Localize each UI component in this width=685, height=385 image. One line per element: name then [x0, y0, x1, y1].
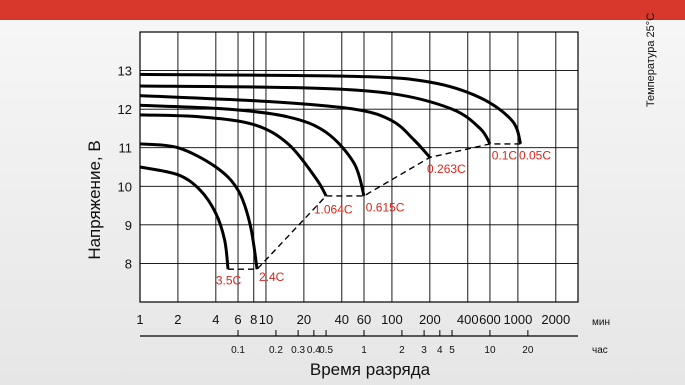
x-tick-label-hour: 0.1: [231, 345, 245, 356]
discharge-curve: [139, 94, 432, 159]
x-tick-label-min: 2: [174, 312, 181, 327]
x-tick-label-hour: 5: [449, 345, 455, 356]
rate-label: 2.4C: [259, 270, 285, 284]
x-tick-label-min: 4: [212, 312, 219, 327]
x-tick-label-hour: 10: [484, 345, 496, 356]
top-accent-bar: [0, 0, 685, 20]
x-tick-label-min: 8: [250, 312, 257, 327]
rate-label: 0.263C: [427, 162, 466, 176]
discharge-curve: [139, 103, 366, 197]
x-tick-label-min: 1: [136, 312, 143, 327]
temperature-note: Температура 25°С: [645, 13, 657, 107]
x-tick-label-min: 400: [457, 312, 479, 327]
x-tick-label-min: 100: [381, 312, 403, 327]
y-ticks: 8 9 10 11 12 13: [118, 64, 132, 272]
x-tick-label-hour: 0.2: [269, 345, 283, 356]
x-tick-label-min: 600: [479, 312, 501, 327]
plot-area: [140, 32, 578, 302]
x-tick-label-min: 10: [259, 312, 273, 327]
x-tick-label-hour: 0.4: [307, 345, 321, 356]
y-tick-label: 12: [118, 102, 132, 117]
x-tick-label-hour: 4: [437, 345, 443, 356]
x-tick-label-min: 200: [419, 312, 441, 327]
x-axis-label: Время разряда: [310, 360, 431, 379]
x-tick-label-hour: 20: [522, 345, 534, 356]
x-tick-label-min: 20: [297, 312, 311, 327]
x-tick-label-hour: 3: [421, 345, 427, 356]
discharge-curve: [139, 113, 328, 197]
unit-min-label: мин: [592, 317, 610, 328]
y-tick-label: 9: [125, 218, 132, 233]
x-tick-label-hour: 1: [361, 345, 367, 356]
x-tick-label-min: 40: [335, 312, 349, 327]
discharge-curve: [139, 84, 492, 145]
discharge-curve: [139, 142, 259, 270]
discharge-curve: [139, 165, 230, 270]
x-tick-label-min: 6: [234, 312, 241, 327]
cutoff-voltage-line: [228, 143, 521, 270]
discharge-curve: [139, 72, 523, 145]
unit-hour-label: час: [592, 345, 608, 356]
y-tick-label: 13: [118, 64, 132, 79]
rate-labels: 3.5C 2.4C 1.064C 0.615C 0.263C 0.1C 0.05C: [216, 148, 551, 287]
discharge-curves: [139, 72, 523, 270]
x-tick-label-hour: 2: [399, 345, 405, 356]
x-tick-label-hour: 0.5: [319, 345, 333, 356]
x-tick-label-hour: 0.3: [291, 345, 305, 356]
rate-label: 3.5C: [216, 274, 242, 288]
rate-label: 0.1C: [492, 148, 518, 162]
x-tick-label-min: 2000: [541, 312, 570, 327]
x-tick-label-min: 1000: [503, 312, 532, 327]
x-tick-label-min: 60: [357, 312, 371, 327]
y-tick-label: 11: [119, 141, 133, 156]
rate-label: 0.05C: [519, 148, 551, 162]
rate-label: 0.615C: [366, 200, 405, 214]
y-tick-label: 8: [125, 256, 132, 271]
x-ticks-minutes: 1 2 4 6 8 10 20 40 60 100 200 400 600 1000 2000: [136, 312, 570, 327]
y-tick-label: 10: [118, 179, 132, 194]
y-axis-label: Напряжение, В: [85, 140, 104, 259]
rate-label: 1.064C: [314, 202, 353, 216]
x-ticks-hours: 0.1 0.2 0.3 0.40.5 1 2 3 4 5 10 20: [231, 330, 534, 356]
